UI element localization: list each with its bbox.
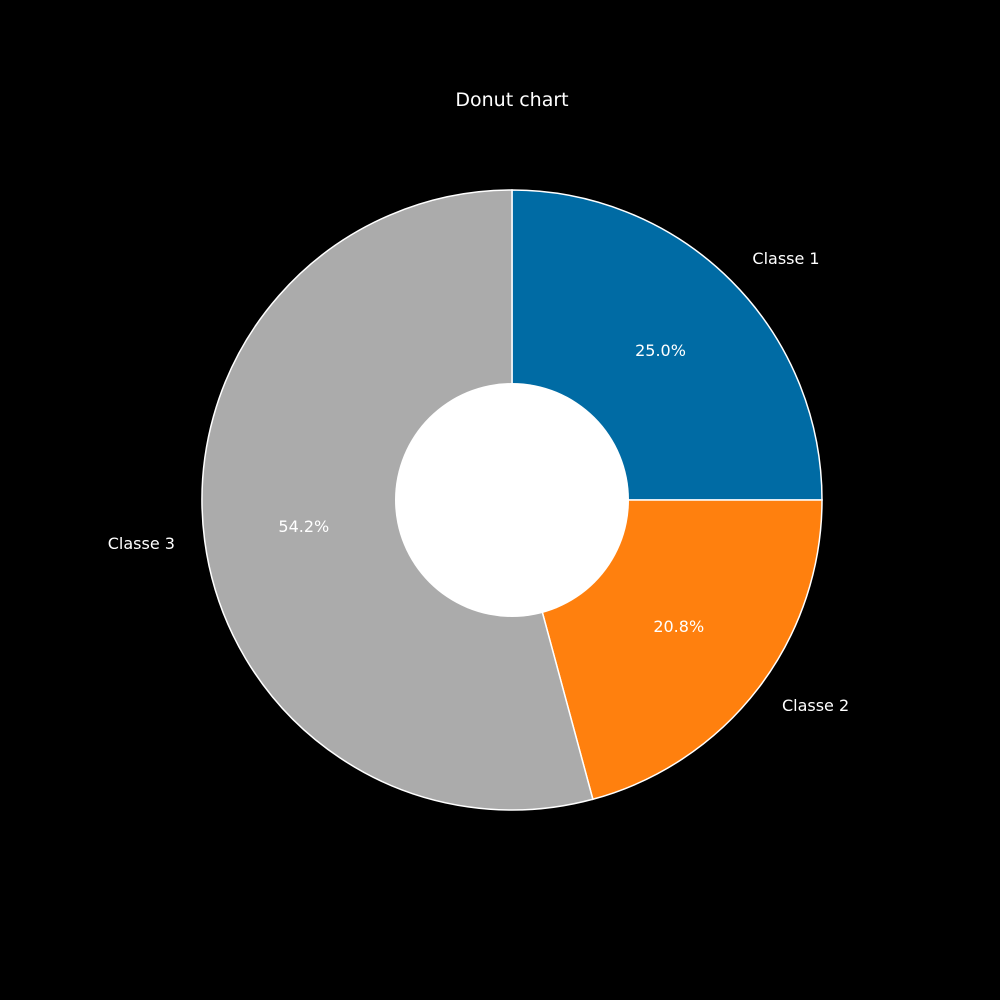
slice-value-label-2: 20.8%: [653, 617, 704, 636]
donut-hole: [395, 383, 629, 617]
slice-label-1: Classe 1: [752, 249, 819, 268]
slice-label-2: Classe 2: [782, 696, 849, 715]
slice-value-label-3: 54.2%: [278, 517, 329, 536]
chart-title: Donut chart: [455, 89, 568, 111]
slice-value-label-1: 25.0%: [635, 341, 686, 360]
slice-label-3: Classe 3: [108, 534, 175, 553]
labels-group: Classe 1 25.0% Classe 2 20.8% Classe 3 54.2%: [108, 249, 849, 715]
